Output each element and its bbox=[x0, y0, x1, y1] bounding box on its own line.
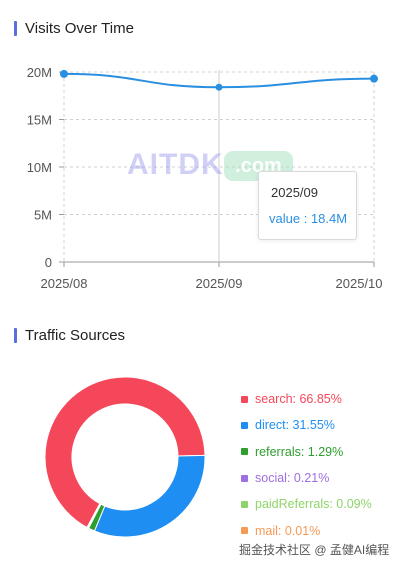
visits-section-title: Visits Over Time bbox=[14, 19, 134, 37]
legend-swatch bbox=[241, 421, 248, 429]
tooltip-value: value : 18.4M bbox=[269, 211, 348, 226]
title-accent-bar bbox=[14, 20, 17, 36]
visits-title-text: Visits Over Time bbox=[25, 19, 134, 37]
x-tick-label: 2025/09 bbox=[196, 276, 243, 291]
traffic-title-text: Traffic Sources bbox=[25, 326, 126, 344]
x-tick-label: 2025/10 bbox=[336, 276, 383, 291]
donut-slice-direct bbox=[93, 454, 206, 538]
legend-swatch bbox=[241, 527, 248, 535]
data-point bbox=[370, 74, 378, 83]
legend-item-paidReferrals[interactable]: paidReferrals: 0.09% bbox=[241, 491, 372, 517]
legend-swatch bbox=[241, 500, 248, 508]
legend-label: referrals: 1.29% bbox=[255, 444, 344, 459]
legend-swatch bbox=[241, 474, 248, 482]
legend-label: mail: 0.01% bbox=[255, 523, 321, 538]
legend-item-search[interactable]: search: 66.85% bbox=[241, 386, 372, 412]
y-tick-label: 20M bbox=[27, 65, 52, 80]
donut-slice-mail bbox=[86, 502, 101, 529]
legend-swatch bbox=[241, 395, 248, 403]
traffic-donut-chart[interactable] bbox=[20, 360, 240, 560]
legend-item-social[interactable]: social: 0.21% bbox=[241, 465, 372, 491]
traffic-legend: search: 66.85% direct: 31.55% referrals: 1… bbox=[241, 386, 372, 544]
legend-label: social: 0.21% bbox=[255, 471, 330, 486]
data-point bbox=[60, 69, 68, 78]
traffic-section-title: Traffic Sources bbox=[14, 326, 126, 344]
legend-swatch bbox=[241, 448, 248, 456]
legend-item-mail[interactable]: mail: 0.01% bbox=[241, 517, 372, 543]
legend-label: search: 66.85% bbox=[255, 392, 342, 407]
data-point bbox=[215, 83, 223, 91]
donut-slice-search bbox=[44, 376, 206, 529]
legend-label: paidReferrals: 0.09% bbox=[255, 497, 372, 512]
legend-item-direct[interactable]: direct: 31.55% bbox=[241, 412, 372, 438]
y-tick-label: 0 bbox=[45, 255, 52, 270]
tooltip-title: 2025/09 bbox=[271, 185, 318, 200]
y-tick-label: 10M bbox=[27, 160, 52, 175]
x-tick-label: 2025/08 bbox=[41, 276, 88, 291]
watermark-aitdk: AITDK bbox=[127, 148, 224, 181]
footer-credit: 掘金技术社区 @ 孟健AI编程 bbox=[239, 543, 390, 557]
y-tick-label: 5M bbox=[34, 208, 52, 223]
y-tick-label: 15M bbox=[27, 113, 52, 128]
chart-tooltip: 2025/09 value : 18.4M bbox=[258, 171, 357, 240]
legend-item-referrals[interactable]: referrals: 1.29% bbox=[241, 439, 372, 465]
legend-label: direct: 31.55% bbox=[255, 418, 335, 433]
title-accent-bar bbox=[14, 327, 17, 343]
